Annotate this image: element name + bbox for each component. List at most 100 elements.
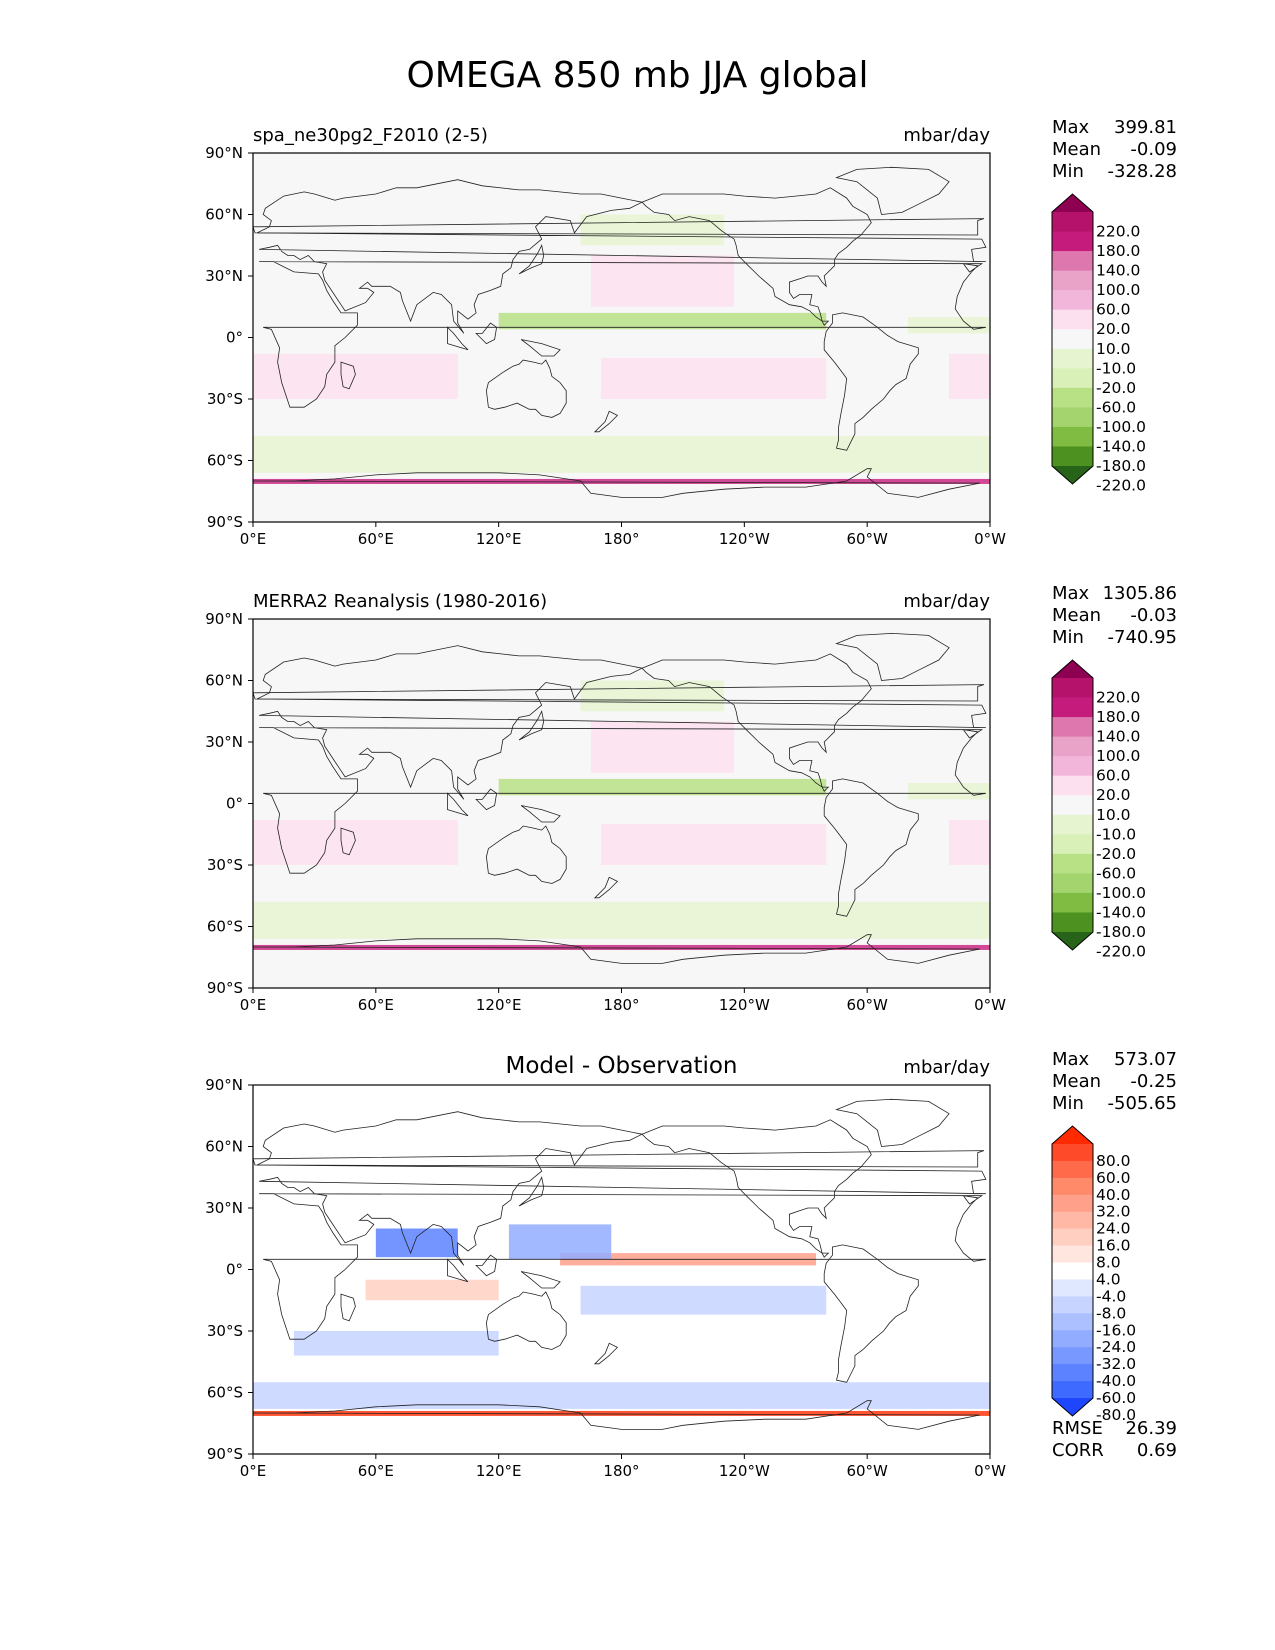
colorbar-label: -60.0 xyxy=(1096,398,1136,416)
coastline-8 xyxy=(475,788,498,811)
colorbar-label: 180.0 xyxy=(1096,708,1140,726)
y-tick-label: 60°S xyxy=(207,452,243,470)
field-band xyxy=(949,819,990,865)
colorbar-outline xyxy=(1051,659,1094,951)
coastline-5 xyxy=(835,166,950,215)
y-tick-label: 0° xyxy=(226,329,243,347)
colorbar-segment xyxy=(1052,212,1093,233)
colorbar-label: -220.0 xyxy=(1096,943,1146,961)
colorbar-label: 100.0 xyxy=(1096,747,1140,765)
y-tick-label: 60°S xyxy=(207,918,243,936)
colorbar-segment xyxy=(1052,1228,1093,1247)
coastline-6 xyxy=(252,468,980,522)
colorbar-segment xyxy=(1052,736,1093,757)
colorbar-label: -100.0 xyxy=(1096,884,1146,902)
y-tick-label: 90°N xyxy=(205,144,243,162)
colorbar-extend-max xyxy=(1052,194,1093,212)
coastline-2 xyxy=(641,187,872,326)
colorbar-segment xyxy=(1052,1313,1093,1331)
stat-label: Mean xyxy=(1052,605,1101,626)
colorbar-label: 140.0 xyxy=(1096,262,1140,280)
field-band xyxy=(253,1382,990,1409)
colorbar-label: -10.0 xyxy=(1096,359,1136,377)
stat-label: Max xyxy=(1052,117,1090,138)
colorbar-segment xyxy=(1052,368,1093,389)
antarctic-edge xyxy=(253,478,990,484)
stat-value: -0.09 xyxy=(1130,139,1177,160)
colorbar-label: 4.0 xyxy=(1096,1270,1121,1288)
y-tick-label: 60°S xyxy=(207,1384,243,1402)
panel-title-left: spa_ne30pg2_F2010 (2-5) xyxy=(253,125,488,146)
panel-title-center: Model - Observation xyxy=(505,1053,737,1079)
coastline-3 xyxy=(823,778,919,917)
colorbar-label: 180.0 xyxy=(1096,242,1140,260)
antarctic-area xyxy=(253,1413,990,1454)
x-tick-label: 120°E xyxy=(476,530,522,548)
stat-label: Max xyxy=(1052,1049,1090,1070)
coastline-3 xyxy=(823,312,919,451)
colorbar-segment xyxy=(1052,775,1093,796)
x-tick-label: 60°W xyxy=(846,530,888,548)
stat-label: Min xyxy=(1052,1093,1084,1114)
colorbar-extend-max xyxy=(1052,1126,1093,1144)
antarctic-edge xyxy=(253,1410,990,1416)
colorbar-label: -60.0 xyxy=(1096,864,1136,882)
coastline-0 xyxy=(259,261,986,408)
stat-value: -740.95 xyxy=(1108,627,1177,648)
coastline-11 xyxy=(340,827,356,856)
colorbar-segment xyxy=(1052,1347,1093,1365)
map-panel-reference: 0°E 60°E 120°E 180° 120°W 60°W 0°W 90°N 60°N 30°N… xyxy=(205,583,1177,1014)
y-tick-label: 30°N xyxy=(205,733,243,751)
coastline-12 xyxy=(252,1150,985,1168)
colorbar: 80.060.040.032.024.016.08.04.0-4.0-8.0-1… xyxy=(1051,1125,1136,1424)
colorbar-segment xyxy=(1052,756,1093,777)
colorbar-extend-min xyxy=(1052,932,1093,950)
y-tick-label: 90°N xyxy=(205,610,243,628)
colorbar-segment xyxy=(1052,873,1093,894)
y-tick-label: 0° xyxy=(226,795,243,813)
coastline-1 xyxy=(256,1111,987,1266)
stat-value: -328.28 xyxy=(1108,161,1177,182)
field-band xyxy=(375,1228,458,1258)
x-tick-label: 0°W xyxy=(974,530,1006,548)
colorbar-segment xyxy=(1052,348,1093,369)
panel-units: mbar/day xyxy=(903,125,990,146)
colorbar-segment xyxy=(1052,814,1093,835)
coastline-1 xyxy=(256,179,987,334)
colorbar-outline xyxy=(1051,193,1094,485)
coastline-6 xyxy=(252,934,980,988)
coastline-5 xyxy=(835,632,950,681)
colorbar-label: -140.0 xyxy=(1096,903,1146,921)
colorbar-extend-max xyxy=(1052,660,1093,678)
colorbar-label: -40.0 xyxy=(1096,1372,1136,1390)
colorbar-label: 100.0 xyxy=(1096,281,1140,299)
coastline-13 xyxy=(593,410,619,433)
y-tick-label: 30°S xyxy=(207,856,243,874)
y-tick-label: 30°S xyxy=(207,1322,243,1340)
colorbar-segment xyxy=(1052,270,1093,291)
colorbar-segment xyxy=(1052,1330,1093,1348)
coastline-13 xyxy=(593,1342,619,1365)
x-tick-label: 0°E xyxy=(240,1462,267,1480)
colorbar-label: -100.0 xyxy=(1096,418,1146,436)
field-band xyxy=(498,312,827,330)
stat-value: -0.25 xyxy=(1130,1071,1177,1092)
field-band xyxy=(498,778,827,796)
page-title: OMEGA 850 mb JJA global xyxy=(406,55,869,96)
stat-label: Min xyxy=(1052,627,1084,648)
colorbar-label: 24.0 xyxy=(1096,1220,1131,1238)
colorbar-extend-min xyxy=(1052,1398,1093,1416)
stat-label: CORR xyxy=(1052,1440,1104,1461)
stat-value: 26.39 xyxy=(1125,1418,1177,1439)
stat-value: 0.69 xyxy=(1137,1440,1177,1461)
colorbar-label: 8.0 xyxy=(1096,1254,1121,1272)
x-tick-label: 60°W xyxy=(846,996,888,1014)
coastline-9 xyxy=(520,339,561,357)
colorbar-segment xyxy=(1052,1211,1093,1230)
colorbar-segment xyxy=(1052,1262,1093,1280)
colorbar-segment xyxy=(1052,1245,1093,1264)
colorbar-segment xyxy=(1052,387,1093,408)
coastline-6 xyxy=(252,1400,980,1454)
colorbar-segment xyxy=(1052,426,1093,447)
colorbar-label: -220.0 xyxy=(1096,477,1146,495)
